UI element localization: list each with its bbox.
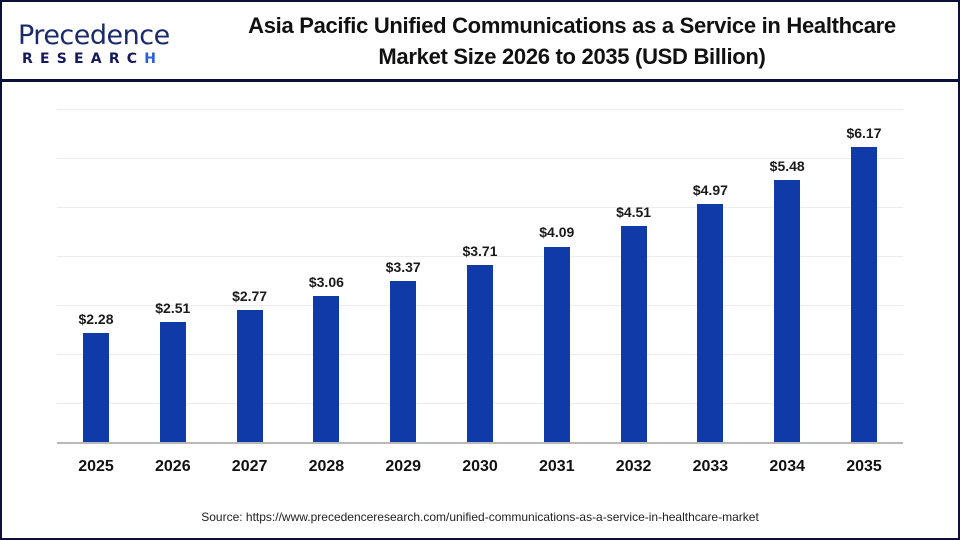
bar-2033 (697, 204, 724, 442)
bar-2032 (620, 226, 647, 442)
bar-2029 (390, 280, 417, 442)
gridline (57, 158, 903, 159)
header: Precedence RESEARCH Asia Pacific Unified… (2, 2, 958, 82)
gridline (57, 109, 903, 110)
value-label: $3.37 (385, 258, 421, 275)
x-tick-label: 2026 (155, 458, 191, 475)
x-tick-label: 2025 (78, 458, 114, 475)
value-label: $2.28 (78, 311, 114, 328)
x-tick-label: 2033 (692, 458, 729, 475)
x-tick-label: 2030 (462, 458, 498, 475)
x-tick-label: 2031 (539, 458, 575, 475)
logo-subtitle-accent: H (144, 51, 164, 67)
bar-2034 (774, 180, 801, 442)
logo-wordmark: Precedence (18, 20, 170, 51)
gridline (57, 256, 903, 257)
x-tick-label: 2035 (846, 458, 882, 475)
x-axis-baseline (57, 442, 903, 444)
x-tick-label: 2028 (308, 458, 345, 475)
chart-title: Asia Pacific Unified Communications as a… (182, 10, 960, 72)
value-label: $4.51 (616, 204, 652, 221)
logo-subtitle: RESEARCH (22, 51, 163, 67)
value-label: $5.48 (769, 158, 805, 175)
x-tick-label: 2027 (231, 458, 268, 475)
x-tick-label: 2029 (385, 458, 421, 475)
value-label: $2.51 (155, 300, 191, 317)
precedence-research-logo: Precedence RESEARCH (18, 20, 170, 70)
gridline (57, 207, 903, 208)
value-label: $2.77 (232, 287, 268, 304)
plot-area: $2.28 $2.51 $2.77 $3.06 $3.37 $3.71 $4.09 $4.51… (57, 100, 903, 444)
bar-2031 (543, 246, 570, 442)
bar-2030 (467, 264, 493, 442)
chart-title-line1: Asia Pacific Unified Communications as a… (248, 13, 896, 38)
bar-2027 (236, 309, 263, 442)
value-label: $4.97 (692, 182, 728, 199)
bar-2025 (83, 333, 109, 442)
value-label: $4.09 (539, 224, 575, 241)
value-label: $3.06 (308, 273, 344, 290)
source-note: Source: https://www.precedenceresearch.c… (201, 510, 759, 524)
x-tick-label: 2032 (615, 458, 652, 475)
logo-subtitle-main: RESEARC (22, 51, 145, 67)
chart-title-line2: Market Size 2026 to 2035 (USD Billion) (378, 44, 766, 69)
value-label: $3.71 (462, 242, 498, 259)
bar-2035 (851, 147, 877, 442)
bar-2028 (313, 295, 340, 442)
x-tick-label: 2034 (769, 458, 805, 475)
value-label: $6.17 (846, 125, 882, 142)
bar-2026 (159, 322, 186, 442)
